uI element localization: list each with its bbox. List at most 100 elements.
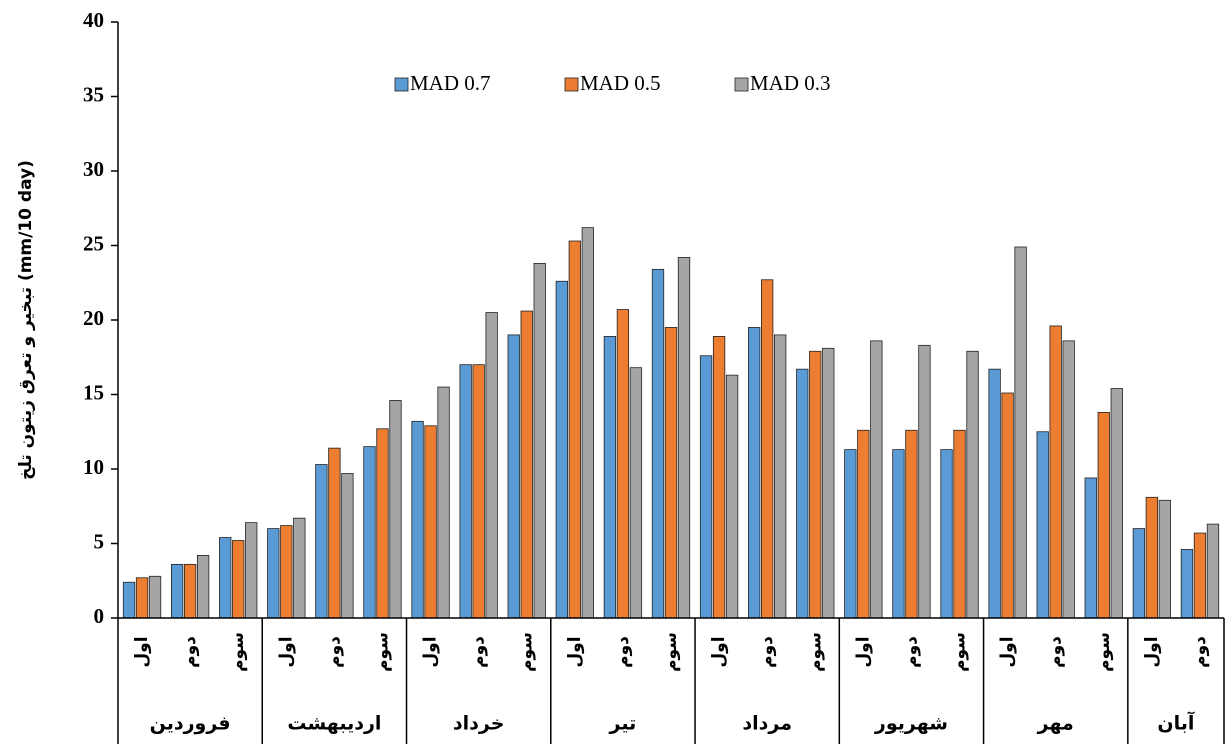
bar xyxy=(411,420,424,619)
bar xyxy=(822,347,835,619)
bar xyxy=(1084,477,1097,619)
legend-label: MAD 0.7 xyxy=(410,71,491,95)
bar xyxy=(953,429,966,619)
bar xyxy=(485,312,498,619)
x-tick-label: اول xyxy=(1142,636,1162,667)
bar xyxy=(748,327,761,619)
bar xyxy=(472,364,485,619)
group-label: شهریور xyxy=(874,713,948,735)
bar xyxy=(677,257,691,619)
bar xyxy=(603,335,617,619)
legend-swatch xyxy=(394,77,409,92)
bar xyxy=(520,310,533,619)
bar xyxy=(376,428,389,619)
x-tick-label: سوم xyxy=(661,632,681,672)
group-label: فروردین xyxy=(150,713,231,735)
x-tick-label: دوم xyxy=(469,636,489,668)
bar xyxy=(761,279,774,619)
bar xyxy=(328,447,341,619)
x-tick-label: اول xyxy=(709,636,729,667)
group-label: مرداد xyxy=(742,713,792,735)
x-tick-label: دوم xyxy=(757,636,777,668)
bar xyxy=(616,309,630,619)
y-tick-label: 5 xyxy=(94,529,105,553)
y-tick-label: 35 xyxy=(83,82,104,106)
bar xyxy=(1062,340,1075,619)
bar xyxy=(533,262,546,619)
y-tick-label: 20 xyxy=(83,306,104,330)
x-tick-label: اول xyxy=(998,636,1018,667)
x-tick-label: دوم xyxy=(324,636,344,668)
bar xyxy=(905,429,918,619)
bar xyxy=(1193,532,1207,619)
x-tick-label: دوم xyxy=(1190,636,1210,668)
bar xyxy=(389,400,402,619)
x-tick-label: اول xyxy=(276,636,296,667)
y-tick-label: 30 xyxy=(83,157,104,181)
bar xyxy=(1001,392,1014,619)
bar xyxy=(122,581,136,619)
bar xyxy=(437,386,450,619)
bar xyxy=(507,334,520,619)
bar xyxy=(341,473,354,619)
bar xyxy=(809,350,822,619)
x-tick-label: سوم xyxy=(950,632,970,672)
bar xyxy=(1014,246,1027,619)
x-tick-label: دوم xyxy=(1046,636,1066,668)
bar xyxy=(1049,325,1062,619)
bar xyxy=(581,227,594,619)
x-tick-label: سوم xyxy=(372,632,392,672)
bar xyxy=(918,344,931,619)
x-tick-label: دوم xyxy=(180,636,200,668)
x-tick-label: سوم xyxy=(805,632,825,672)
legend-label: MAD 0.3 xyxy=(750,71,831,95)
bar xyxy=(315,464,328,619)
y-tick-label: 10 xyxy=(83,455,104,479)
x-tick-label: دوم xyxy=(613,636,633,668)
group-label: اردیبهشت xyxy=(287,713,381,735)
x-tick-label: دوم xyxy=(901,636,921,668)
bar xyxy=(183,563,197,619)
bar xyxy=(988,368,1001,619)
legend-label: MAD 0.5 xyxy=(580,71,661,95)
bar xyxy=(1036,431,1049,619)
bar xyxy=(196,555,210,619)
bar xyxy=(135,577,149,619)
legend-swatch xyxy=(564,77,579,92)
bar xyxy=(232,540,245,619)
bar xyxy=(293,517,306,619)
group-label: خرداد xyxy=(453,713,505,735)
bar xyxy=(774,334,787,619)
bar xyxy=(363,446,376,619)
x-tick-label: اول xyxy=(132,636,152,667)
x-tick-label: اول xyxy=(853,636,873,667)
group-label: تیر xyxy=(609,713,637,735)
bar xyxy=(844,449,857,619)
bar xyxy=(424,425,437,619)
bar xyxy=(1097,411,1110,619)
bar xyxy=(1145,496,1159,619)
bar xyxy=(1132,528,1146,619)
bar xyxy=(857,429,870,619)
bar xyxy=(712,335,726,619)
bar xyxy=(267,528,280,619)
group-label: مهر xyxy=(1037,713,1074,735)
x-tick-label: سوم xyxy=(517,632,537,672)
bar xyxy=(280,525,293,619)
bar xyxy=(940,449,953,619)
x-tick-label: سوم xyxy=(1094,632,1114,672)
bar xyxy=(1110,388,1123,619)
group-label: آبان xyxy=(1157,711,1194,735)
bar xyxy=(245,522,258,619)
legend-swatch xyxy=(734,77,749,92)
bar xyxy=(555,280,568,619)
bar xyxy=(796,368,809,619)
bar xyxy=(170,563,184,619)
bar xyxy=(219,537,232,619)
y-tick-label: 25 xyxy=(83,231,104,255)
bar xyxy=(1206,523,1220,619)
bar xyxy=(699,355,713,619)
bar xyxy=(1180,549,1194,619)
y-tick-label: 40 xyxy=(83,8,104,32)
